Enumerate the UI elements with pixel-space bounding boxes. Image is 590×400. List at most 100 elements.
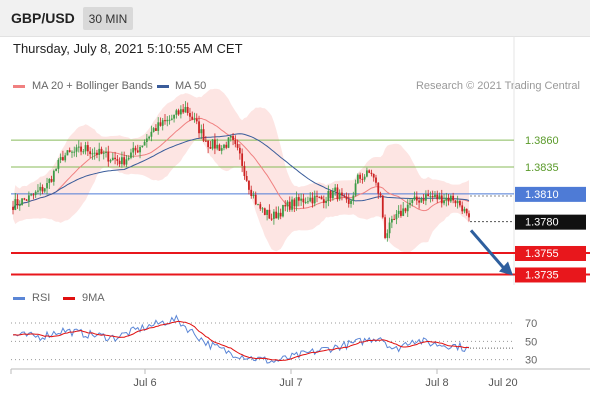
copyright-text: Research © 2021 Trading Central — [415, 80, 580, 92]
candle-body — [93, 152, 96, 154]
candle-body — [424, 194, 427, 201]
candle-body — [55, 169, 58, 171]
level-label-0: 1.3860 — [525, 135, 559, 147]
candle-body — [411, 199, 414, 203]
candle-body — [229, 136, 232, 138]
candle-body — [257, 204, 259, 206]
candle-body — [107, 151, 110, 162]
candle-body — [452, 195, 455, 201]
time-axis-label-2: Jul 8 — [425, 377, 448, 389]
candle-body — [381, 195, 384, 218]
candle-body — [422, 198, 425, 201]
candle-body — [440, 195, 443, 204]
candle-body — [175, 110, 178, 115]
candle-body — [71, 151, 73, 153]
candle-body — [182, 109, 185, 113]
candle-body — [250, 189, 253, 197]
candle-body — [277, 212, 280, 219]
candle-body — [436, 194, 439, 200]
candle-body — [216, 144, 219, 149]
candle-body — [366, 170, 368, 177]
ma50-swatch — [157, 85, 169, 88]
candle-body — [225, 144, 228, 148]
candle-body — [132, 147, 135, 153]
candle-body — [27, 195, 30, 201]
candle-body — [98, 148, 101, 155]
candle-body — [252, 194, 255, 197]
candle-body — [263, 208, 266, 215]
candle-body — [404, 208, 407, 212]
candle-body — [302, 198, 305, 203]
candle-body — [463, 208, 466, 212]
candle-body — [209, 147, 212, 149]
candle-body — [223, 144, 225, 149]
candle-body — [150, 131, 153, 137]
candle-body — [18, 204, 21, 206]
level-label-2: 1.3810 — [525, 189, 559, 201]
candle-body — [313, 195, 316, 204]
candle-body — [261, 208, 264, 210]
candle-body — [14, 199, 17, 210]
candle-body — [316, 195, 318, 197]
rsi-ma-swatch — [63, 297, 75, 300]
candle-body — [354, 183, 357, 196]
candle-body — [166, 119, 169, 122]
candle-body — [202, 129, 205, 141]
candle-body — [327, 190, 330, 201]
candle-body — [325, 200, 327, 204]
candle-body — [468, 213, 470, 218]
candle-body — [241, 153, 244, 166]
timeframe-button[interactable]: 30 MIN — [83, 7, 133, 30]
candle-body — [186, 106, 189, 113]
candle-body — [420, 198, 423, 203]
candle-body — [84, 145, 87, 152]
candle-body — [447, 197, 450, 202]
candle-body — [334, 187, 337, 191]
candle-body — [168, 119, 171, 121]
candle-body — [39, 186, 42, 191]
candle-body — [268, 209, 271, 219]
candle-body — [402, 208, 405, 216]
ma20-legend-label: MA 20 + Bollinger Bands — [32, 80, 153, 92]
candle-body — [370, 172, 373, 174]
last-price-tag — [515, 214, 586, 230]
candle-body — [459, 200, 461, 206]
candle-body — [189, 112, 191, 117]
candle-body — [227, 137, 230, 148]
last-price-label: 1.3780 — [525, 217, 559, 229]
candle-body — [152, 128, 155, 132]
candle-body — [341, 192, 343, 196]
forecast-arrow-shaft — [469, 229, 507, 271]
candle-body — [114, 157, 116, 160]
candle-body — [322, 199, 325, 204]
candle-body — [390, 218, 393, 223]
level-tag-3 — [515, 245, 586, 261]
candle-body — [157, 122, 160, 131]
candle-body — [449, 195, 452, 202]
candle-body — [400, 210, 402, 216]
candle-body — [345, 196, 348, 200]
candle-body — [111, 157, 114, 161]
candle-body — [59, 157, 62, 161]
candle-body — [105, 151, 107, 153]
candle-body — [329, 190, 332, 199]
candle-body — [100, 148, 103, 154]
candle-body — [116, 159, 119, 161]
candle-body — [91, 153, 94, 155]
candle-body — [102, 152, 105, 154]
candle-body — [127, 157, 130, 160]
candle-body — [293, 199, 296, 207]
candle-body — [46, 183, 48, 189]
level-label-3: 1.3755 — [525, 248, 559, 260]
candle-body — [134, 147, 137, 151]
rsi-ma-legend-label: 9MA — [82, 292, 105, 304]
level-tag-2 — [515, 186, 586, 202]
candle-body — [254, 194, 257, 205]
candle-body — [109, 160, 112, 162]
candle-body — [429, 196, 432, 198]
ma50-legend-label: MA 50 — [175, 80, 207, 92]
candle-body — [413, 196, 416, 200]
candle-body — [352, 195, 355, 201]
candle-body — [12, 206, 14, 210]
